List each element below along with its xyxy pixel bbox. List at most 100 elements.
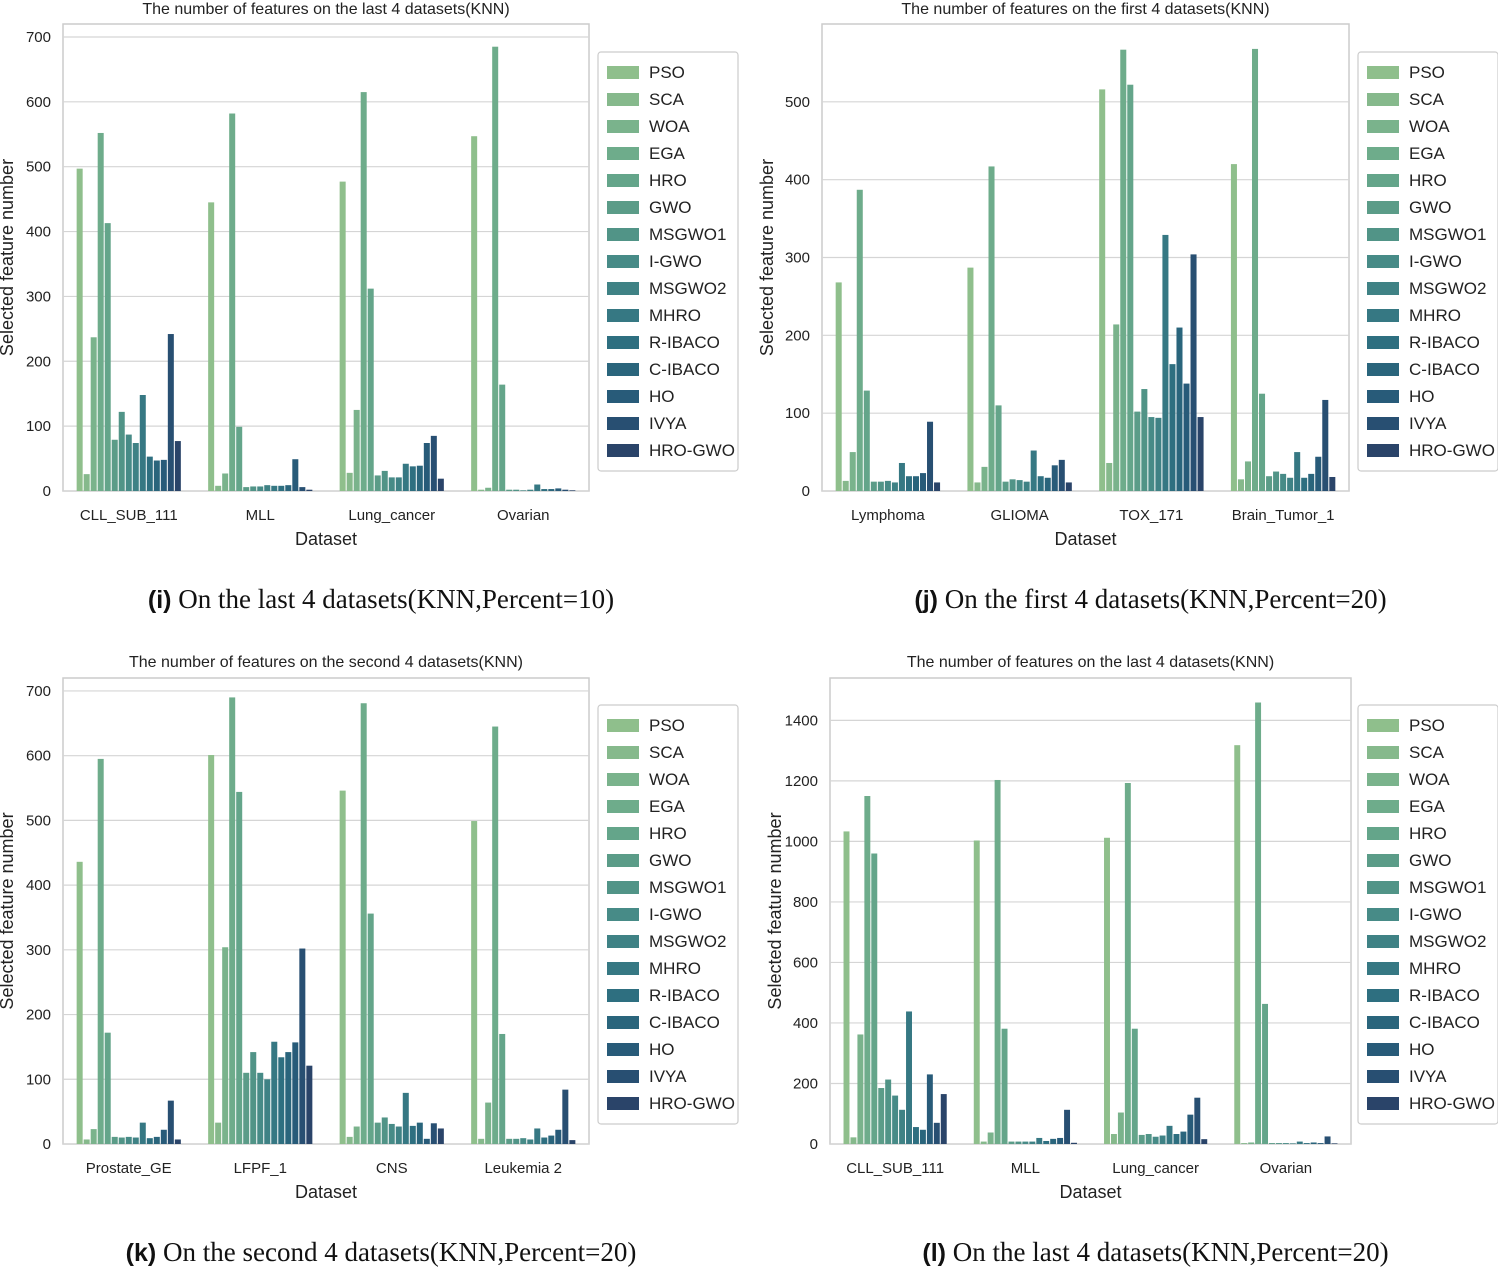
y-tick-label: 400 bbox=[26, 224, 51, 241]
legend-label: R-IBACO bbox=[1409, 333, 1480, 352]
x-tick-label: Ovarian bbox=[1260, 1160, 1313, 1177]
bar-c-ibaco bbox=[1310, 1142, 1317, 1144]
y-tick-label: 100 bbox=[26, 418, 51, 435]
bar-i-gwo bbox=[125, 1136, 132, 1144]
bar-hro-gwo bbox=[569, 1140, 576, 1144]
bar-c-ibaco bbox=[416, 1122, 423, 1144]
bar-pso bbox=[471, 136, 478, 491]
y-tick-label: 0 bbox=[810, 1136, 818, 1153]
legend-label: HO bbox=[1409, 387, 1435, 406]
bar-i-gwo bbox=[1282, 1143, 1289, 1144]
bar-ivya bbox=[1064, 1109, 1071, 1144]
bar-r-ibaco bbox=[278, 1057, 285, 1144]
x-tick-label: Lymphoma bbox=[851, 507, 925, 524]
legend-swatch bbox=[607, 989, 639, 1002]
y-tick-label: 200 bbox=[793, 1075, 818, 1092]
y-tick-label: 500 bbox=[785, 94, 810, 111]
y-tick-label: 200 bbox=[26, 1007, 51, 1024]
chart-panel-3: 0 100 200 300 400 500 600 700 Prostate_GE LFPF_1 C… bbox=[0, 654, 739, 1267]
bar-ega bbox=[97, 132, 104, 491]
bar-hro-gwo bbox=[174, 1139, 181, 1144]
legend-swatch bbox=[607, 120, 639, 133]
bar-i-gwo bbox=[520, 1138, 527, 1144]
bar-msgwo1 bbox=[513, 489, 520, 491]
legend-label: C-IBACO bbox=[1409, 1013, 1480, 1032]
bar-hro bbox=[367, 288, 374, 491]
legend-label: HO bbox=[649, 1040, 675, 1059]
bar-ega bbox=[1252, 48, 1259, 491]
bar-gwo bbox=[506, 489, 513, 491]
legend-label: MSGWO1 bbox=[649, 878, 726, 897]
bar-mhro bbox=[271, 485, 278, 491]
bar-i-gwo bbox=[1280, 473, 1287, 491]
bar-pso bbox=[76, 861, 83, 1144]
bar-ivya bbox=[562, 489, 569, 491]
y-axis-label: Selected feature number bbox=[757, 159, 777, 356]
bar-sca bbox=[1241, 1143, 1248, 1144]
legend-label: WOA bbox=[1409, 117, 1450, 136]
bar-c-ibaco bbox=[416, 465, 423, 491]
legend-label: GWO bbox=[649, 851, 692, 870]
bar-ega bbox=[97, 758, 104, 1144]
bar-pso bbox=[76, 168, 83, 492]
bar-r-ibaco bbox=[1043, 1140, 1050, 1144]
bar-hro-gwo bbox=[1065, 482, 1072, 491]
bar-hro bbox=[367, 913, 374, 1144]
legend-swatch bbox=[1367, 444, 1399, 457]
y-axis-label: Selected feature number bbox=[0, 159, 17, 356]
bar-ho bbox=[423, 443, 430, 491]
bar-c-ibaco bbox=[285, 1052, 292, 1144]
bar-mhro bbox=[1294, 452, 1301, 491]
legend-swatch bbox=[607, 390, 639, 403]
bar-hro-gwo bbox=[1331, 1143, 1338, 1144]
legend-label: R-IBACO bbox=[1409, 986, 1480, 1005]
bar-ho bbox=[423, 1138, 430, 1144]
bar-ega bbox=[360, 703, 367, 1144]
legend-label: HRO bbox=[649, 824, 687, 843]
legend-label: HRO-GWO bbox=[649, 441, 735, 460]
legend-label: IVYA bbox=[1409, 1067, 1447, 1086]
legend-swatch bbox=[1367, 962, 1399, 975]
bar-r-ibaco bbox=[409, 1125, 416, 1144]
bar-hro-gwo bbox=[437, 1128, 444, 1144]
bar-msgwo1 bbox=[1145, 1134, 1152, 1144]
y-tick-label: 400 bbox=[793, 1015, 818, 1032]
legend-label: PSO bbox=[649, 716, 685, 735]
bar-hro bbox=[1131, 1028, 1138, 1144]
bar-woa bbox=[1244, 461, 1252, 491]
legend-label: MSGWO1 bbox=[1409, 225, 1486, 244]
legend-label: PSO bbox=[1409, 63, 1445, 82]
bar-msgwo1 bbox=[885, 1079, 892, 1144]
bar-r-ibaco bbox=[541, 1137, 548, 1144]
y-tick-label: 700 bbox=[26, 29, 51, 46]
bar-ho bbox=[1183, 383, 1190, 491]
bar-sca bbox=[478, 1138, 485, 1144]
x-tick-label: Lung_cancer bbox=[1112, 1160, 1199, 1177]
bar-ega bbox=[1255, 702, 1262, 1144]
bar-ivya bbox=[1190, 254, 1197, 491]
bar-gwo bbox=[878, 1088, 885, 1144]
bar-woa bbox=[353, 1126, 360, 1144]
legend-swatch bbox=[607, 962, 639, 975]
bar-hro bbox=[871, 853, 878, 1144]
legend-swatch bbox=[1367, 66, 1399, 79]
y-axis-label: Selected feature number bbox=[765, 812, 785, 1009]
bar-msgwo1 bbox=[877, 481, 884, 491]
legend: PSO SCA WOA EGA HRO GWO MSGWO1 I-GWO MSGWO2 MHRO R… bbox=[597, 704, 739, 1125]
bar-hro-gwo bbox=[306, 489, 313, 491]
legend-label: MSGWO2 bbox=[649, 932, 726, 951]
bar-msgwo1 bbox=[381, 1117, 388, 1144]
chart-title: The number of features on the second 4 d… bbox=[129, 654, 523, 671]
legend-swatch bbox=[607, 773, 639, 786]
bar-msgwo2 bbox=[899, 1109, 906, 1144]
legend-swatch bbox=[607, 66, 639, 79]
x-axis-label: Dataset bbox=[1059, 1182, 1121, 1202]
legend-swatch bbox=[1367, 854, 1399, 867]
bar-pso bbox=[1099, 89, 1106, 491]
bar-gwo bbox=[1266, 476, 1273, 491]
legend-label: HRO bbox=[649, 171, 687, 190]
x-tick-label: Lung_cancer bbox=[348, 507, 435, 524]
bar-pso bbox=[339, 790, 346, 1144]
y-axis-label: Selected feature number bbox=[0, 812, 17, 1009]
legend-swatch bbox=[607, 1016, 639, 1029]
